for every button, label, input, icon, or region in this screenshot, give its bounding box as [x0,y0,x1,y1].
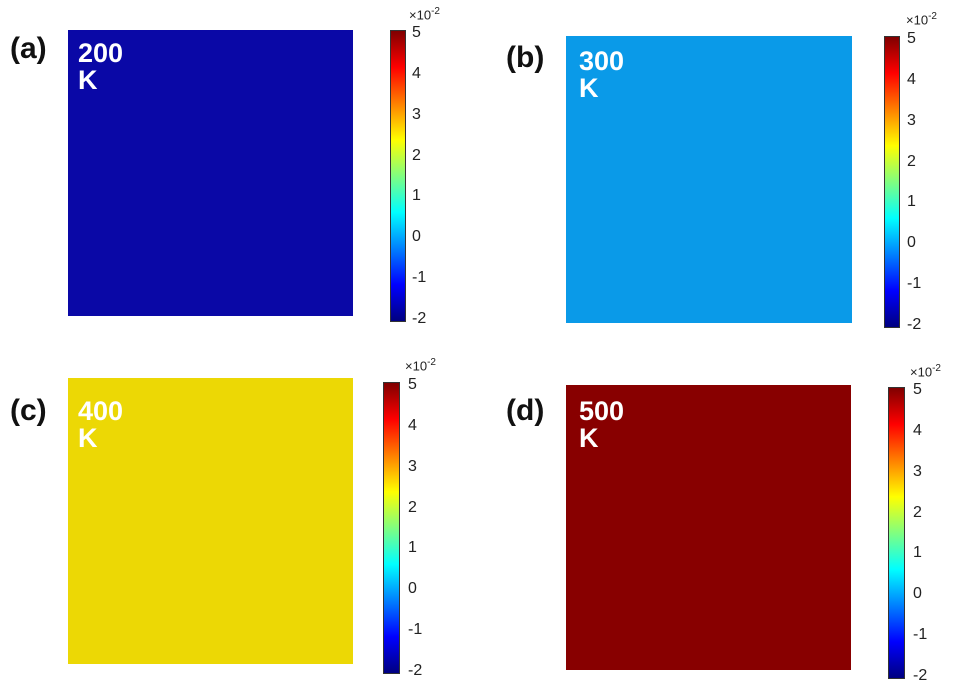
heatmap-cell [68,378,353,664]
colorbar-tick-label: 3 [913,462,922,480]
colorbar-tick-label: 4 [907,70,916,88]
colorbar-tick-label: 4 [913,421,922,439]
colorbar-tick-label: -1 [913,626,928,644]
colorbar-multiplier: ×10-2 [409,6,440,23]
colorbar-tick-label: 2 [408,498,417,516]
colorbar-tick-label: 3 [412,105,421,123]
heatmap-cell [566,36,852,323]
colorbar-tick-label: 0 [913,585,922,603]
colorbar-tick-label: -2 [907,316,922,333]
colorbar-tick-label: 1 [412,187,421,205]
colorbar-tick-label: 0 [408,580,417,598]
colorbar-tick-label: -1 [907,275,922,293]
colorbar-tick-label: 5 [913,381,922,398]
temperature-label: 500 K [579,396,625,453]
colorbar-tick-label: 5 [907,30,916,47]
heatmap-cell [566,385,851,670]
colorbar-tick-label: 0 [907,234,916,252]
panel-label: (a) [10,32,47,65]
colorbar-tick-label: 4 [408,416,417,434]
colorbar [390,30,406,322]
panel-label: (c) [10,394,47,427]
colorbar-tick-label: -2 [412,310,427,327]
colorbar-tick-label: -1 [408,621,423,639]
colorbar [884,36,900,328]
colorbar-multiplier: ×10-2 [910,363,941,380]
colorbar-tick-label: 3 [408,457,417,475]
colorbar [383,382,400,674]
temperature-label: 200 K [78,38,124,95]
colorbar-multiplier: ×10-2 [405,357,436,374]
colorbar [888,387,905,679]
colorbar-tick-label: 4 [412,64,421,82]
colorbar-tick-label: 1 [907,193,916,211]
colorbar-tick-label: 2 [412,146,421,164]
heatmap-cell [68,30,353,316]
panel-label: (b) [506,41,545,74]
panel-label: (d) [506,394,545,427]
colorbar-tick-label: -1 [412,269,427,287]
colorbar-tick-label: 5 [412,24,421,41]
colorbar-tick-label: 1 [913,544,922,562]
colorbar-tick-label: 3 [907,111,916,129]
colorbar-tick-label: -2 [408,662,423,679]
colorbar-tick-label: 0 [412,228,421,246]
temperature-label: 400 K [78,396,124,453]
colorbar-tick-label: 1 [408,539,417,557]
temperature-label: 300 K [579,46,625,103]
colorbar-tick-label: -2 [913,667,928,684]
colorbar-tick-label: 2 [913,503,922,521]
colorbar-tick-label: 2 [907,152,916,170]
colorbar-multiplier: ×10-2 [906,11,937,28]
colorbar-tick-label: 5 [408,376,417,393]
